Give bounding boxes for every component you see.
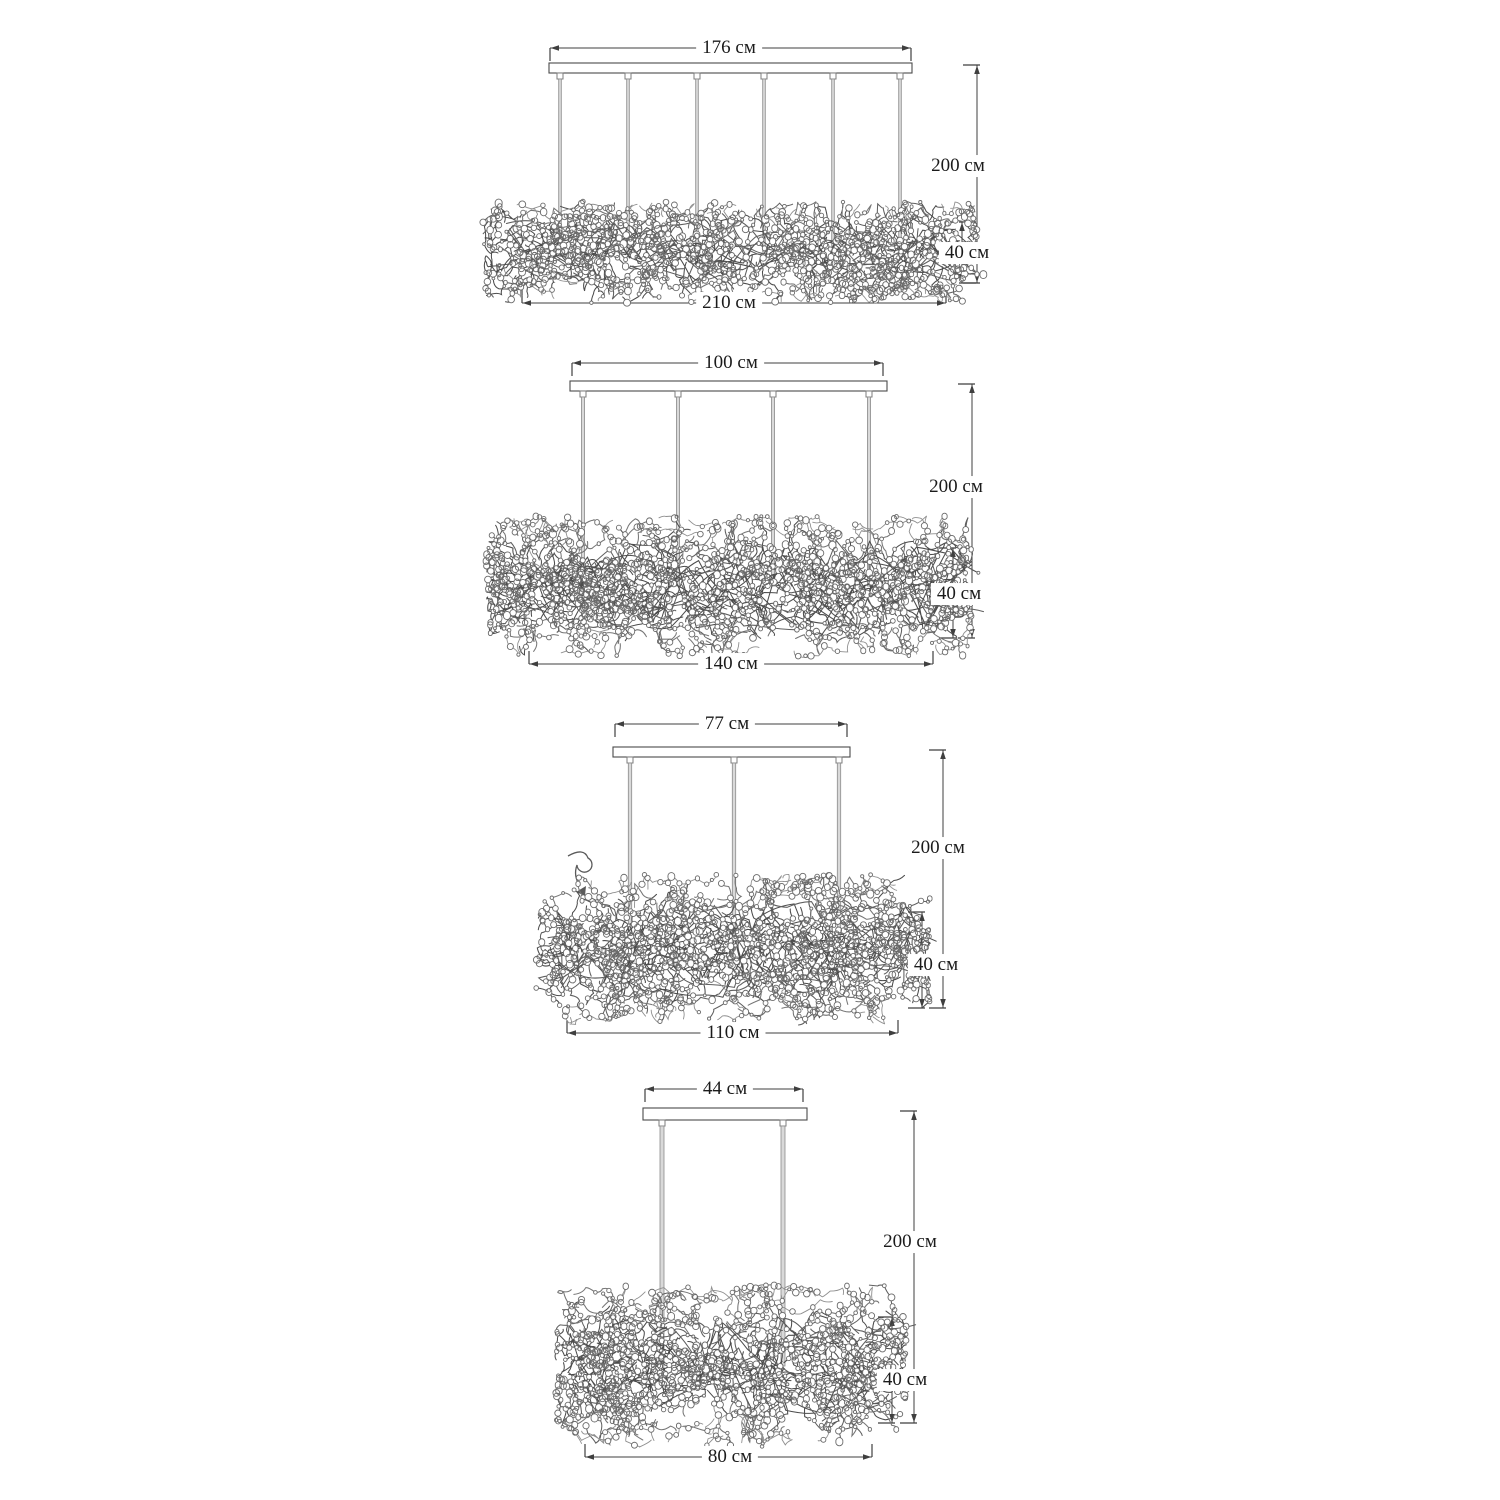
- fixture4-canopy-width-label: 44 см: [696, 1078, 754, 1100]
- fixture4-drop-height-label: 200 см: [877, 1231, 943, 1253]
- fixture3-body-height-label: 40 см: [907, 954, 965, 976]
- fixture2-body-width-label: 140 см: [698, 653, 764, 675]
- fixture3-drop-height-label: 200 см: [905, 837, 971, 859]
- fixture2-drop-height-label: 200 см: [923, 476, 989, 498]
- fixture-2-light: [552, 1086, 919, 1460]
- fixture4-body-width-label: 80 см: [701, 1446, 759, 1468]
- fixture3-body-width-label: 110 см: [700, 1022, 766, 1044]
- fixture1-body-width-label: 210 см: [696, 292, 762, 314]
- fixture3-canopy-width-label: 77 см: [698, 713, 756, 735]
- fixture-6-light: [479, 45, 988, 307]
- fixture1-canopy-width-label: 176 см: [696, 37, 762, 59]
- fixture-4-light: [482, 360, 985, 667]
- fixture-3-light: [532, 721, 946, 1036]
- fixture4-body-height-label: 40 см: [876, 1369, 934, 1391]
- fixture2-body-height-label: 40 см: [930, 583, 988, 605]
- fixture2-canopy-width-label: 100 см: [698, 352, 764, 374]
- fixture1-drop-height-label: 200 см: [925, 155, 991, 177]
- fixture1-body-height-label: 40 см: [938, 242, 996, 264]
